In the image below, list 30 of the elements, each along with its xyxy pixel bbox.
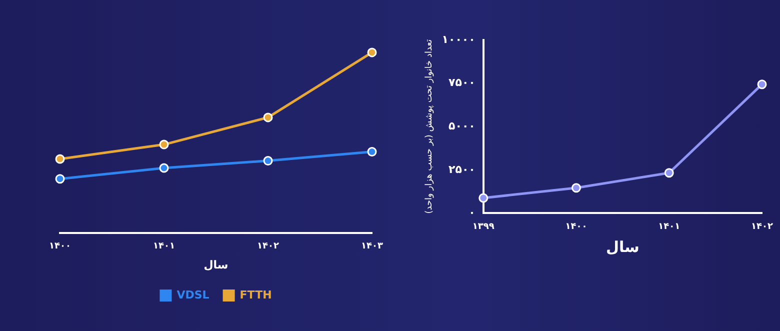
- x-tick-label: ۱۴۰۱: [153, 242, 175, 252]
- point: [159, 140, 169, 150]
- x-tick-label: ۱۴۰۰: [565, 222, 588, 232]
- point: [757, 80, 767, 90]
- point: [367, 147, 377, 156]
- point: [263, 156, 273, 166]
- y-axis-title: تعداد خانوار تحت پوشش (بر حسب هزار واحد): [424, 38, 435, 214]
- x-tick-label: ۱۴۰۳: [361, 242, 384, 252]
- x-tick-label: ۱۴۰۰: [49, 242, 71, 252]
- point: [664, 168, 674, 178]
- x-axis-title: سال: [204, 258, 228, 272]
- point: [159, 163, 169, 173]
- point: [478, 193, 488, 203]
- y-tick-label: ۰: [468, 206, 476, 220]
- x-axis-title: سال: [606, 238, 640, 256]
- legend-label: VDSL: [176, 288, 210, 302]
- y-tick-label: ۵۰۰۰: [448, 119, 476, 132]
- x-tick-label: ۱۴۰۲: [751, 222, 774, 232]
- y-tick-label: ۲۵۰۰: [448, 162, 476, 176]
- y-tick-label: ۷۵۰۰: [448, 76, 476, 90]
- point: [571, 183, 581, 193]
- x-tick-label: ۱۴۰۲: [257, 242, 280, 252]
- x-tick-label: ۱۴۰۱: [658, 222, 680, 232]
- legend-label: FTTH: [240, 288, 272, 302]
- point: [55, 154, 65, 164]
- x-tick-label: ۱۳۹۹: [472, 222, 495, 232]
- y-tick-label: ۱۰۰۰۰: [442, 32, 476, 46]
- point: [367, 48, 377, 58]
- point: [55, 174, 65, 184]
- point: [263, 112, 273, 122]
